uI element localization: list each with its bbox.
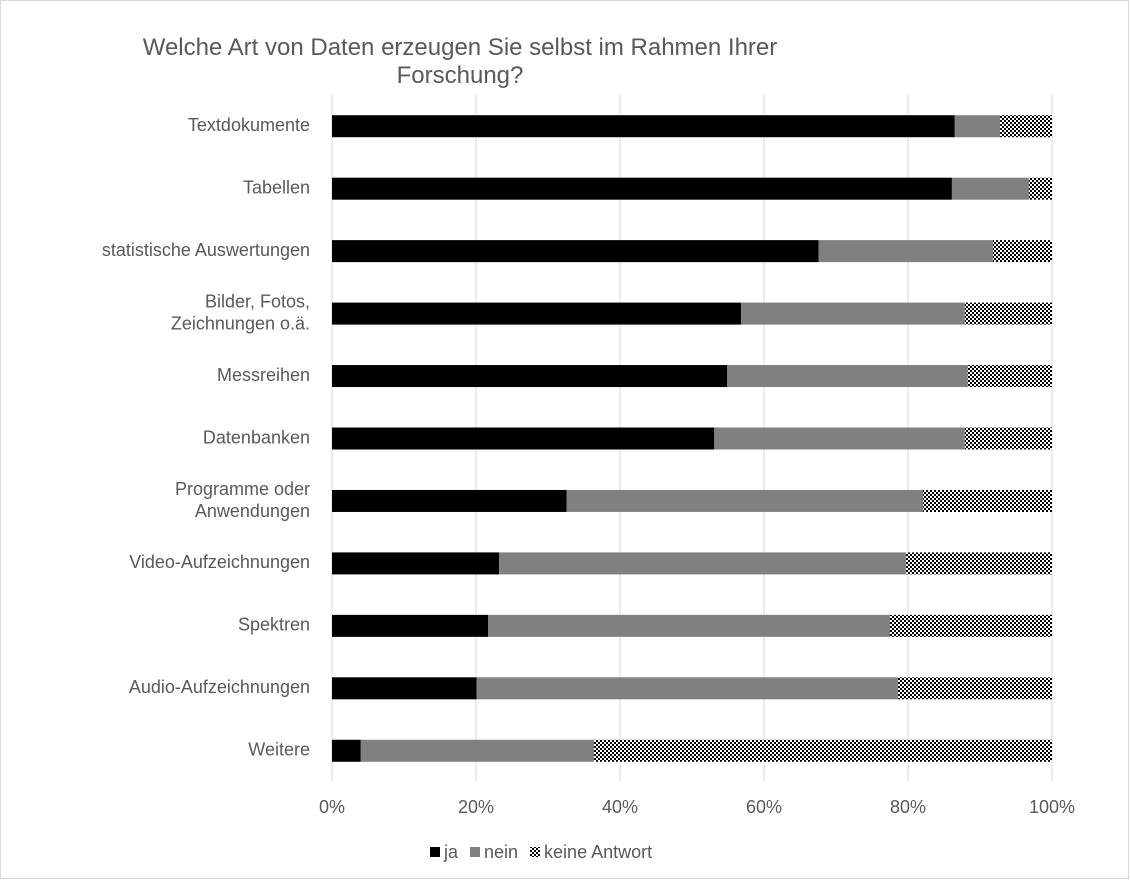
y-tick-label-line: Programme oder — [175, 479, 310, 499]
x-tick-label: 20% — [458, 797, 494, 817]
legend-swatch — [470, 847, 481, 857]
y-tick-label-line: Anwendungen — [195, 501, 310, 521]
y-tick-label: Tabellen — [243, 177, 310, 197]
bar-segment — [954, 115, 1001, 138]
legend-swatch — [530, 847, 541, 857]
bar-segment — [897, 677, 1052, 700]
y-tick-label-line: Bilder, Fotos, — [205, 291, 310, 311]
x-tick-label: 40% — [602, 797, 638, 817]
y-tick-label: Programme oder Anwendungen — [175, 479, 310, 521]
bar-segment — [740, 302, 965, 325]
y-tick-label: Audio-Aufzeichnungen — [129, 677, 310, 697]
y-tick-label: Messreihen — [217, 365, 310, 385]
bar-segment — [332, 614, 489, 637]
bar-segment — [890, 614, 1052, 637]
bar-segment — [332, 115, 955, 138]
bar-segment — [332, 489, 567, 512]
bar-segment — [951, 177, 1029, 200]
bar-segment — [488, 614, 890, 637]
legend-label: nein — [484, 842, 518, 862]
bar-segment — [818, 240, 993, 263]
x-tick-label: 60% — [746, 797, 782, 817]
legend-label: ja — [443, 842, 459, 862]
bar-segment — [964, 427, 1052, 450]
bar-segment — [964, 302, 1052, 325]
chart-title: Welche Art von Daten erzeugen Sie selbst… — [142, 34, 778, 89]
bar-segment — [332, 552, 500, 575]
legend-label: keine Antwort — [544, 842, 652, 862]
bar-segment — [992, 240, 1052, 263]
bar-segment — [594, 739, 1052, 762]
bar-segment — [727, 365, 968, 388]
bar-segment — [499, 552, 906, 575]
y-tick-label: Video-Aufzeichnungen — [129, 552, 310, 572]
y-tick-label-line: Zeichnungen o.ä. — [171, 313, 310, 333]
bar-segment — [332, 677, 477, 700]
x-tick-label: 100% — [1029, 797, 1075, 817]
bar-segment — [923, 489, 1052, 512]
x-tick-label: 0% — [319, 797, 345, 817]
bar-segment — [967, 365, 1052, 388]
y-tick-label: Textdokumente — [188, 115, 310, 135]
bar-segment — [566, 489, 924, 512]
bar-segment — [332, 739, 361, 762]
bar-segment — [332, 240, 819, 263]
bar-segment — [1000, 115, 1052, 138]
bar-segment — [1028, 177, 1052, 200]
y-tick-label: Weitere — [248, 740, 310, 760]
bar-segment — [714, 427, 965, 450]
y-tick-label: Spektren — [238, 615, 310, 635]
y-tick-label: statistische Auswertungen — [102, 240, 310, 260]
legend-swatch — [430, 847, 440, 857]
y-tick-label: Datenbanken — [203, 427, 310, 447]
bar-segment — [360, 739, 595, 762]
bar-segment — [332, 365, 728, 388]
bar-segment — [476, 677, 898, 700]
y-tick-label: Bilder, Fotos, Zeichnungen o.ä. — [171, 291, 310, 333]
bar-segment — [905, 552, 1052, 575]
x-tick-label: 80% — [890, 797, 926, 817]
bar-segment — [332, 427, 715, 450]
bar-segment — [332, 302, 741, 325]
bar-segment — [332, 177, 952, 200]
